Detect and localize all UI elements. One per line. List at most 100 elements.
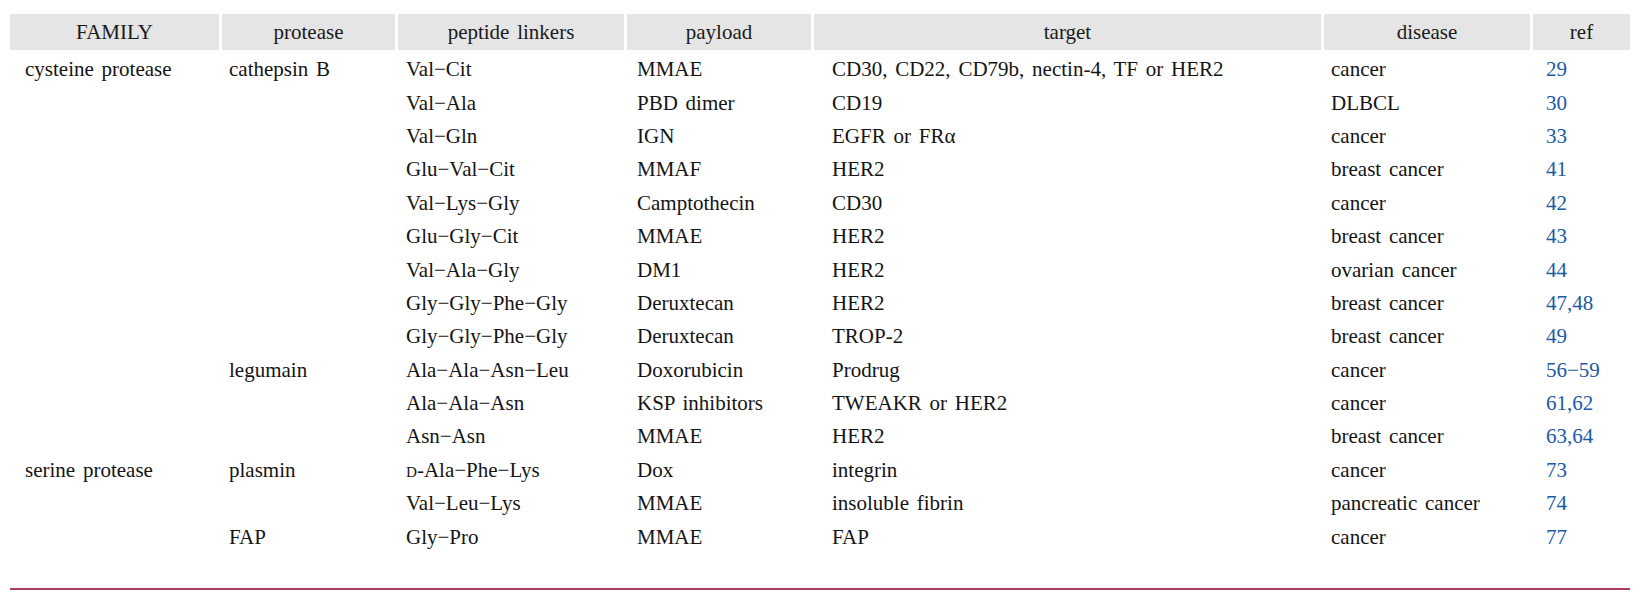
cell-linkers: Glu−Val−Cit [398, 157, 624, 182]
cell-linkers: Val−Ala [398, 91, 624, 116]
cell-target: CD30 [814, 191, 1321, 216]
cell-disease: cancer [1324, 458, 1530, 483]
cell-protease: legumain [222, 358, 395, 383]
small-cap-d: D [406, 464, 417, 480]
column-header-family: FAMILY [10, 14, 219, 50]
column-header-payload: payload [627, 14, 811, 50]
cell-linkers: Val−Gln [398, 124, 624, 149]
cell-disease: cancer [1324, 191, 1530, 216]
ref-link[interactable]: 42 [1546, 191, 1567, 215]
cell-disease: breast cancer [1324, 157, 1530, 182]
table-row: Gly−Gly−Phe−GlyDeruxtecanTROP-2breast ca… [10, 320, 1630, 353]
paper-table-page: FAMILY protease peptide linkers payload … [0, 0, 1640, 608]
ref-link[interactable]: 74 [1546, 491, 1567, 515]
cell-family: cysteine protease [10, 57, 219, 82]
cell-protease: FAP [222, 525, 395, 550]
ref-link[interactable]: 29 [1546, 57, 1567, 81]
ref-link[interactable]: 63,64 [1546, 424, 1593, 448]
cell-ref: 29 [1533, 57, 1630, 82]
table-row: cysteine proteasecathepsin BVal−CitMMAEC… [10, 53, 1630, 86]
cell-payload: Deruxtecan [627, 324, 811, 349]
cell-ref: 63,64 [1533, 424, 1630, 449]
cell-target: CD19 [814, 91, 1321, 116]
cell-disease: cancer [1324, 124, 1530, 149]
ref-link[interactable]: 73 [1546, 458, 1567, 482]
table-row: Asn−AsnMMAEHER2breast cancer63,64 [10, 420, 1630, 453]
table-row: Val−Lys−GlyCamptothecinCD30cancer 42 [10, 187, 1630, 220]
cell-target: insoluble fibrin [814, 491, 1321, 516]
cell-disease: ovarian cancer [1324, 258, 1530, 283]
cell-payload: MMAF [627, 157, 811, 182]
cell-protease: cathepsin B [222, 57, 395, 82]
cell-target: HER2 [814, 424, 1321, 449]
table-row: Gly−Gly−Phe−GlyDeruxtecanHER2breast canc… [10, 287, 1630, 320]
cell-payload: MMAE [627, 224, 811, 249]
cell-ref: 56−59 [1533, 358, 1630, 383]
cell-ref: 41 [1533, 157, 1630, 182]
ref-link[interactable]: 77 [1546, 525, 1567, 549]
cell-payload: IGN [627, 124, 811, 149]
cell-disease: cancer [1324, 391, 1530, 416]
cell-disease: breast cancer [1324, 324, 1530, 349]
cell-payload: DM1 [627, 258, 811, 283]
cell-target: HER2 [814, 157, 1321, 182]
cell-ref: 30 [1533, 91, 1630, 116]
cell-target: HER2 [814, 291, 1321, 316]
ref-link[interactable]: 49 [1546, 324, 1567, 348]
cell-target: Prodrug [814, 358, 1321, 383]
ref-link[interactable]: 30 [1546, 91, 1567, 115]
cell-linkers: Ala−Ala−Asn [398, 391, 624, 416]
column-header-target: target [814, 14, 1321, 50]
cell-payload: Dox [627, 458, 811, 483]
cell-payload: KSP inhibitors [627, 391, 811, 416]
cell-ref: 47,48 [1533, 291, 1630, 316]
table-row: Ala−Ala−AsnKSP inhibitorsTWEAKR or HER2c… [10, 387, 1630, 420]
table-row: serine proteaseplasminD-Ala−Phe−LysDoxin… [10, 454, 1630, 487]
cell-target: integrin [814, 458, 1321, 483]
cell-payload: Deruxtecan [627, 291, 811, 316]
table-row: Val−Leu−LysMMAEinsoluble fibrinpancreati… [10, 487, 1630, 520]
cell-payload: MMAE [627, 491, 811, 516]
cell-payload: Camptothecin [627, 191, 811, 216]
cell-payload: Doxorubicin [627, 358, 811, 383]
cell-linkers: Val−Cit [398, 57, 624, 82]
cell-linkers: Gly−Gly−Phe−Gly [398, 324, 624, 349]
ref-link[interactable]: 43 [1546, 224, 1567, 248]
cell-ref: 44 [1533, 258, 1630, 283]
cell-disease: breast cancer [1324, 291, 1530, 316]
table-row: Val−GlnIGNEGFR or FRαcancer 33 [10, 120, 1630, 153]
table-bottom-rule [10, 588, 1630, 590]
ref-link[interactable]: 33 [1546, 124, 1567, 148]
ref-link[interactable]: 44 [1546, 258, 1567, 282]
cell-payload: MMAE [627, 57, 811, 82]
cell-linkers: Gly−Pro [398, 525, 624, 550]
ref-link[interactable]: 61,62 [1546, 391, 1593, 415]
cell-ref: 74 [1533, 491, 1630, 516]
table-row: legumainAla−Ala−Asn−LeuDoxorubicinProdru… [10, 354, 1630, 387]
cell-target: TROP-2 [814, 324, 1321, 349]
cell-target: HER2 [814, 258, 1321, 283]
cell-ref: 42 [1533, 191, 1630, 216]
cell-linkers: Gly−Gly−Phe−Gly [398, 291, 624, 316]
table-row: Glu−Gly−CitMMAEHER2breast cancer43 [10, 220, 1630, 253]
cell-ref: 43 [1533, 224, 1630, 249]
cell-ref: 61,62 [1533, 391, 1630, 416]
cell-payload: MMAE [627, 424, 811, 449]
cell-disease: cancer [1324, 525, 1530, 550]
cell-ref: 77 [1533, 525, 1630, 550]
column-header-peptide-linkers: peptide linkers [398, 14, 624, 50]
cell-disease: cancer [1324, 358, 1530, 383]
table-header-row: FAMILY protease peptide linkers payload … [10, 14, 1630, 50]
cell-disease: cancer [1324, 57, 1530, 82]
cell-target: EGFR or FRα [814, 124, 1321, 149]
cell-family: serine protease [10, 458, 219, 483]
table-body: cysteine proteasecathepsin BVal−CitMMAEC… [10, 53, 1630, 554]
cell-ref: 49 [1533, 324, 1630, 349]
table-row: Val−Ala−GlyDM1HER2ovarian cancer44 [10, 253, 1630, 286]
cell-ref: 73 [1533, 458, 1630, 483]
ref-link[interactable]: 47,48 [1546, 291, 1593, 315]
cell-linkers: Val−Lys−Gly [398, 191, 624, 216]
ref-link[interactable]: 41 [1546, 157, 1567, 181]
cell-linkers: Glu−Gly−Cit [398, 224, 624, 249]
ref-link[interactable]: 56−59 [1546, 358, 1600, 382]
